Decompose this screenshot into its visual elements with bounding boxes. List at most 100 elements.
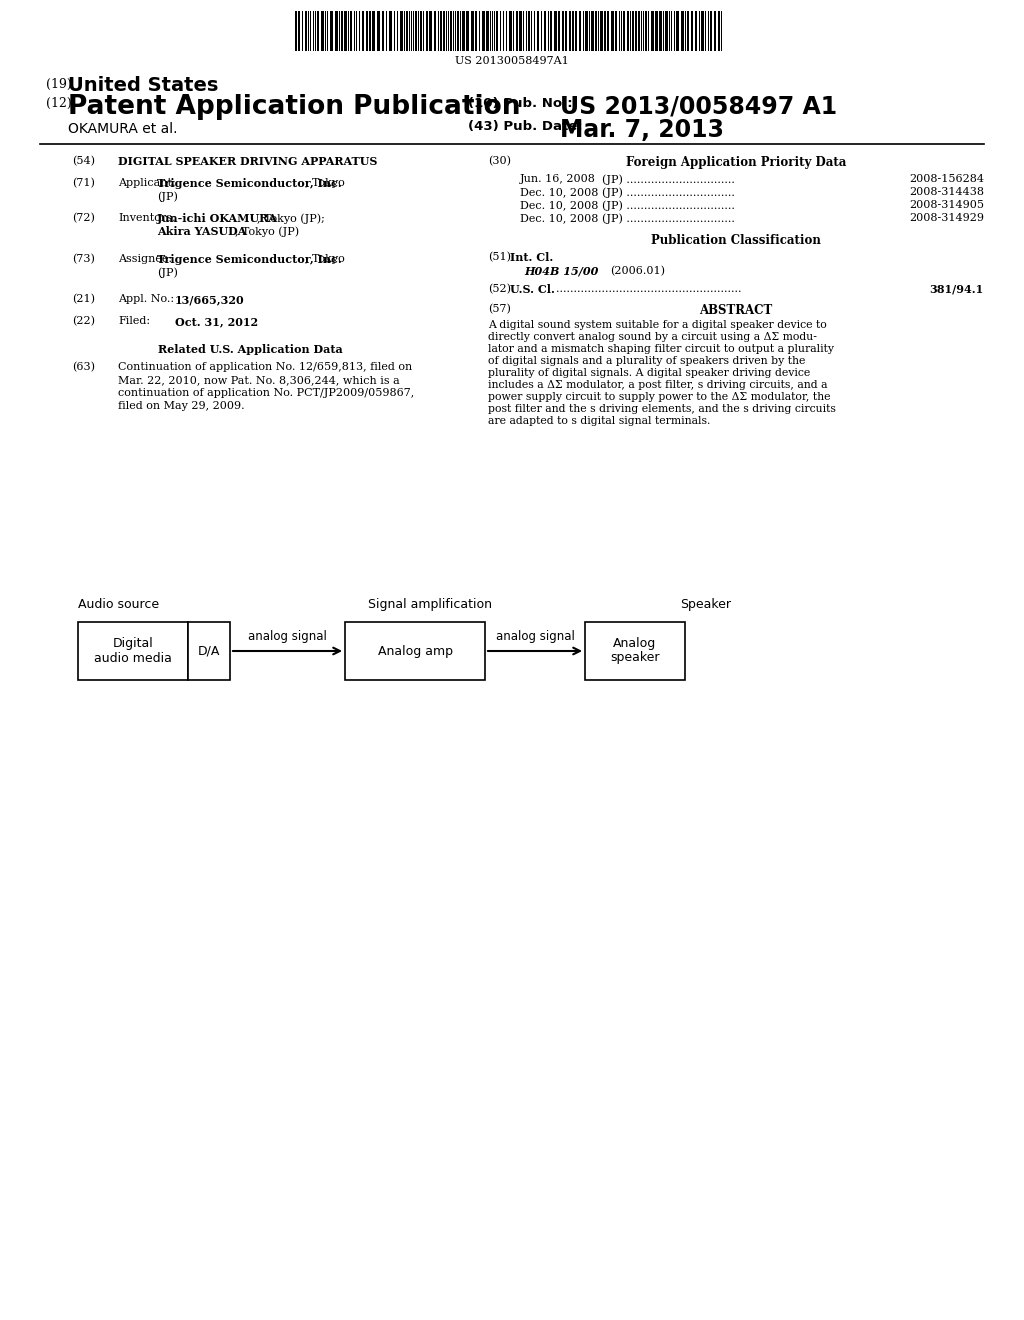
Text: Patent Application Publication: Patent Application Publication <box>68 94 520 120</box>
Text: Assignee:: Assignee: <box>118 253 172 264</box>
Text: (2006.01): (2006.01) <box>610 267 665 276</box>
Bar <box>558 11 560 51</box>
Text: (JP) ...............................: (JP) ............................... <box>602 174 735 185</box>
Bar <box>554 11 557 51</box>
Text: Related U.S. Application Data: Related U.S. Application Data <box>158 345 342 355</box>
Text: speaker: speaker <box>610 652 659 664</box>
Bar <box>475 11 477 51</box>
Bar <box>462 11 465 51</box>
Text: Dec. 10, 2008: Dec. 10, 2008 <box>520 213 598 223</box>
Bar <box>317 11 319 51</box>
Bar <box>600 11 603 51</box>
Text: (19): (19) <box>46 78 72 91</box>
Text: (71): (71) <box>72 178 95 189</box>
Text: Applicant:: Applicant: <box>118 178 176 187</box>
Text: .....................................................: ........................................… <box>556 284 741 294</box>
Bar <box>579 11 581 51</box>
Bar <box>627 11 629 51</box>
Text: power supply circuit to supply power to the ΔΣ modulator, the: power supply circuit to supply power to … <box>488 392 830 403</box>
Bar <box>362 11 364 51</box>
Bar <box>482 11 485 51</box>
Text: H04B 15/00: H04B 15/00 <box>524 267 598 277</box>
Text: Trigence Semiconductor, Inc.: Trigence Semiconductor, Inc. <box>157 178 342 189</box>
Text: analog signal: analog signal <box>248 630 327 643</box>
Bar <box>366 11 368 51</box>
Bar <box>345 622 485 680</box>
Text: 13/665,320: 13/665,320 <box>175 294 245 305</box>
Bar <box>710 11 712 51</box>
Text: (22): (22) <box>72 315 95 326</box>
Bar <box>701 11 705 51</box>
Text: Signal amplification: Signal amplification <box>368 598 492 611</box>
Text: are adapted to s digital signal terminals.: are adapted to s digital signal terminal… <box>488 416 711 426</box>
Bar <box>335 11 338 51</box>
Text: ABSTRACT: ABSTRACT <box>699 304 773 317</box>
Text: Continuation of application No. 12/659,813, filed on: Continuation of application No. 12/659,8… <box>118 362 413 372</box>
Text: (72): (72) <box>72 213 95 223</box>
Text: Appl. No.:: Appl. No.: <box>118 294 174 304</box>
Bar <box>632 11 634 51</box>
Text: audio media: audio media <box>94 652 172 664</box>
Text: 2008-314929: 2008-314929 <box>909 213 984 223</box>
Text: (30): (30) <box>488 156 511 166</box>
Bar <box>321 11 324 51</box>
Text: Int. Cl.: Int. Cl. <box>510 252 553 263</box>
Text: Publication Classification: Publication Classification <box>651 234 821 247</box>
Text: (51): (51) <box>488 252 511 263</box>
Bar <box>659 11 662 51</box>
Bar <box>440 11 442 51</box>
Text: (57): (57) <box>488 304 511 314</box>
Bar <box>471 11 474 51</box>
Text: US 2013/0058497 A1: US 2013/0058497 A1 <box>560 95 838 119</box>
Text: (12): (12) <box>46 96 72 110</box>
Text: A digital sound system suitable for a digital speaker device to: A digital sound system suitable for a di… <box>488 319 826 330</box>
Bar <box>681 11 684 51</box>
Text: D/A: D/A <box>198 644 220 657</box>
Text: continuation of application No. PCT/JP2009/059867,: continuation of application No. PCT/JP20… <box>118 388 415 399</box>
Text: lator and a mismatch shaping filter circuit to output a plurality: lator and a mismatch shaping filter circ… <box>488 345 834 354</box>
Bar <box>550 11 552 51</box>
Text: U.S. Cl.: U.S. Cl. <box>510 284 555 294</box>
Text: US 20130058497A1: US 20130058497A1 <box>455 55 569 66</box>
Bar <box>562 11 564 51</box>
Bar <box>415 11 417 51</box>
Bar <box>429 11 432 51</box>
Bar <box>377 11 380 51</box>
Bar <box>591 11 594 51</box>
Text: Audio source: Audio source <box>78 598 159 611</box>
Text: (73): (73) <box>72 253 95 264</box>
Bar <box>457 11 459 51</box>
Bar <box>369 11 371 51</box>
Bar <box>330 11 333 51</box>
Bar <box>651 11 654 51</box>
Text: Mar. 22, 2010, now Pat. No. 8,306,244, which is a: Mar. 22, 2010, now Pat. No. 8,306,244, w… <box>118 375 399 385</box>
Bar <box>575 11 577 51</box>
Bar <box>389 11 392 51</box>
Bar <box>623 11 625 51</box>
Text: DIGITAL SPEAKER DRIVING APPARATUS: DIGITAL SPEAKER DRIVING APPARATUS <box>118 156 378 168</box>
Bar <box>665 11 668 51</box>
Text: Oct. 31, 2012: Oct. 31, 2012 <box>175 315 258 327</box>
Bar <box>486 11 489 51</box>
Bar <box>450 11 452 51</box>
Bar <box>519 11 522 51</box>
Text: (JP): (JP) <box>157 191 178 202</box>
Text: 2008-314438: 2008-314438 <box>909 187 984 197</box>
Text: (63): (63) <box>72 362 95 372</box>
Text: Analog amp: Analog amp <box>378 644 453 657</box>
Bar <box>676 11 679 51</box>
Text: (JP): (JP) <box>157 267 178 277</box>
Text: Dec. 10, 2008: Dec. 10, 2008 <box>520 201 598 210</box>
Text: 2008-314905: 2008-314905 <box>909 201 984 210</box>
Text: , Tokyo (JP): , Tokyo (JP) <box>234 226 299 236</box>
Text: Akira YASUDA: Akira YASUDA <box>157 226 247 238</box>
Bar <box>635 11 637 51</box>
Bar <box>695 11 697 51</box>
Bar <box>305 11 307 51</box>
Bar <box>718 11 720 51</box>
Text: Filed:: Filed: <box>118 315 151 326</box>
Text: includes a ΔΣ modulator, a post filter, s driving circuits, and a: includes a ΔΣ modulator, a post filter, … <box>488 380 827 389</box>
Bar <box>544 11 546 51</box>
Bar <box>344 11 347 51</box>
Text: Mar. 7, 2013: Mar. 7, 2013 <box>560 117 724 143</box>
